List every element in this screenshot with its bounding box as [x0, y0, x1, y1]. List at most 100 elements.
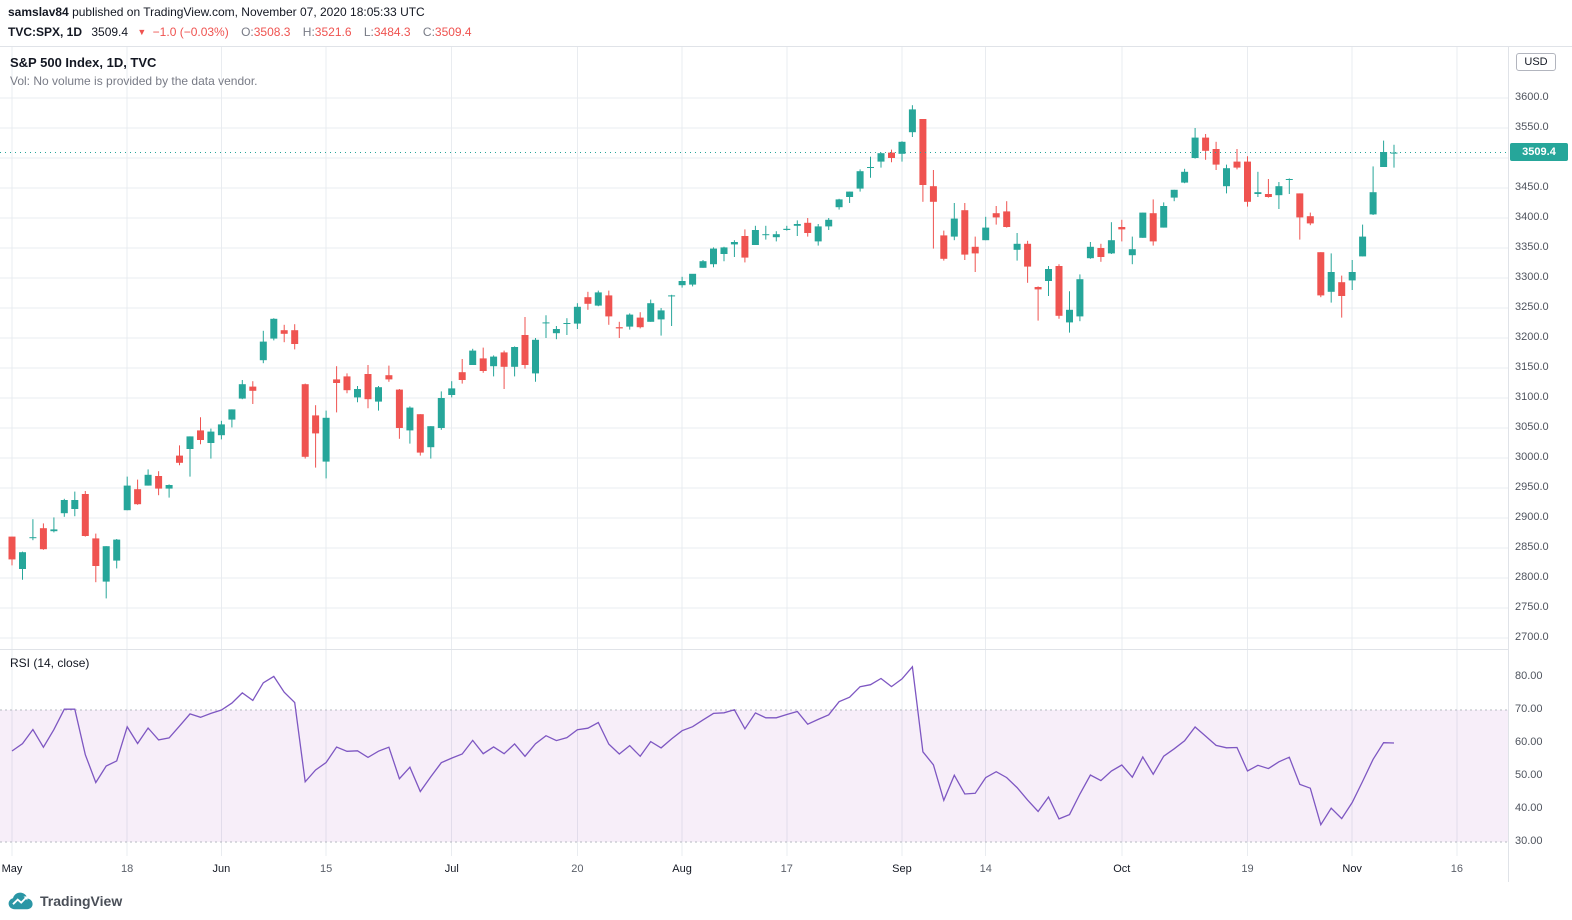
candle-body — [312, 415, 320, 434]
rsi-line — [11, 665, 1395, 827]
close-label: C: — [422, 25, 435, 39]
candle-body — [1107, 240, 1115, 254]
tradingview-logo-icon[interactable] — [8, 892, 33, 910]
close-value: 3509.4 — [434, 25, 472, 39]
candle-body — [867, 167, 874, 168]
candle-body — [280, 330, 288, 334]
candle-body — [908, 109, 916, 133]
time-axis-label: Jul — [444, 863, 459, 875]
chart-frame: S&P 500 Index, 1D, TVC Vol: No volume is… — [0, 46, 1572, 883]
price-scale-label: 3450.0 — [1515, 181, 1549, 193]
time-axis-label: 18 — [121, 863, 134, 875]
rsi-scale-label: 40.00 — [1515, 802, 1543, 814]
candle-body — [1212, 149, 1220, 165]
price-scale-label: 3050.0 — [1515, 421, 1549, 433]
candle-body — [741, 236, 749, 258]
low-label: L: — [363, 25, 374, 39]
candle-body — [1306, 216, 1314, 224]
candle-body — [710, 248, 717, 265]
time-axis-label: 17 — [780, 863, 793, 875]
rsi-chart[interactable] — [0, 649, 1508, 856]
candle-body — [60, 500, 68, 514]
candle-body — [102, 546, 110, 582]
time-axis-label: 20 — [571, 863, 584, 875]
price-scale-label: 3350.0 — [1515, 241, 1549, 253]
price-chart[interactable] — [0, 47, 1508, 649]
candle-body — [532, 339, 539, 374]
pane-separator[interactable] — [0, 649, 1572, 650]
candle-body — [961, 210, 969, 255]
high-label: H: — [302, 25, 315, 39]
candle-body — [542, 322, 550, 324]
candle-body — [1369, 192, 1377, 215]
symbol-title[interactable]: TVC:SPX, 1D — [8, 25, 83, 39]
time-axis[interactable]: May 18 Jun 15 Jul 20 Aug 17 Sep 14 Oct 19 Nov 16 — [0, 856, 1508, 883]
brand-name[interactable]: TradingView — [40, 893, 123, 909]
price-scale-label: 3600.0 — [1515, 91, 1549, 103]
price-scale-label: 2850.0 — [1515, 541, 1549, 553]
candle-body — [416, 414, 424, 453]
candle-body — [1139, 212, 1147, 238]
time-axis-label: Oct — [1113, 863, 1131, 875]
candle-body — [835, 199, 843, 208]
price-scale-label: 3550.0 — [1515, 121, 1549, 133]
rsi-band — [0, 710, 1508, 842]
candle-body — [856, 171, 864, 189]
candle-body — [1160, 206, 1168, 228]
candle-body — [783, 228, 791, 230]
candle-body — [1024, 243, 1032, 267]
candle-body — [427, 426, 435, 448]
candle-body — [511, 347, 519, 367]
price-scale-label: 2950.0 — [1515, 481, 1549, 493]
last-price-badge: 3509.4 — [1510, 143, 1568, 162]
currency-unit-button[interactable]: USD — [1516, 53, 1556, 71]
candle-body — [197, 430, 204, 440]
time-axis-label: May — [1, 863, 23, 875]
candle-body — [919, 119, 927, 185]
price-scale-label: 3400.0 — [1515, 211, 1549, 223]
price-pane[interactable]: S&P 500 Index, 1D, TVC Vol: No volume is… — [0, 47, 1508, 649]
candle-body — [322, 417, 330, 462]
candle-body — [1390, 152, 1398, 154]
rsi-scale-label: 70.00 — [1515, 703, 1543, 715]
candle-body — [228, 409, 236, 420]
candle-body — [1264, 194, 1272, 197]
candle-body — [898, 141, 906, 154]
price-scale[interactable]: USD 3509.4 3600.03550.03500.03450.03400.… — [1508, 47, 1572, 883]
candle-body — [594, 292, 602, 306]
candle-body — [134, 489, 142, 505]
candle-body — [1076, 279, 1084, 317]
price-scale-label: 3300.0 — [1515, 271, 1549, 283]
candle-body — [720, 247, 728, 254]
candle-body — [375, 387, 382, 402]
footer: TradingView — [0, 882, 1572, 920]
time-axis-label: 16 — [1450, 863, 1463, 875]
candle-body — [19, 552, 26, 569]
candle-body — [176, 455, 183, 463]
legend-title[interactable]: S&P 500 Index, 1D, TVC — [10, 55, 157, 70]
candle-body — [730, 242, 738, 245]
candle-body — [259, 341, 267, 361]
low-value: 3484.3 — [373, 25, 411, 39]
candle-body — [71, 500, 79, 509]
volume-note: Vol: No volume is provided by the data v… — [10, 74, 258, 88]
candle-body — [971, 246, 979, 254]
candle-body — [605, 295, 613, 317]
price-scale-label: 3000.0 — [1515, 451, 1549, 463]
time-axis-label: 15 — [319, 863, 333, 875]
candle-body — [364, 374, 372, 400]
rsi-pane[interactable]: RSI (14, close) — [0, 649, 1508, 856]
candle-body — [699, 261, 707, 268]
candle-body — [992, 213, 1000, 218]
candle-body — [490, 356, 498, 367]
candle-body — [814, 226, 822, 242]
open-label: O: — [241, 25, 254, 39]
candle-body — [521, 335, 529, 365]
candle-body — [825, 219, 833, 227]
rsi-scale-label: 80.00 — [1515, 670, 1543, 682]
candle-body — [1066, 309, 1073, 323]
candle-body — [343, 376, 351, 391]
time-axis-label: Nov — [1342, 863, 1362, 875]
price-change: −1.0 (−0.03%) — [152, 25, 229, 39]
rsi-legend[interactable]: RSI (14, close) — [10, 656, 90, 670]
